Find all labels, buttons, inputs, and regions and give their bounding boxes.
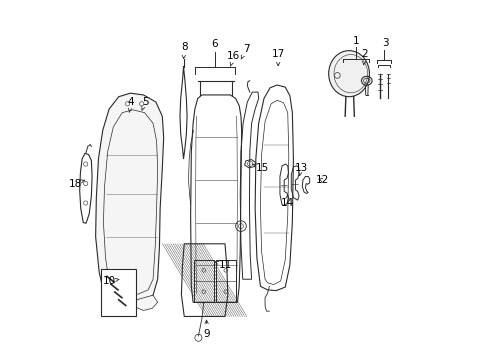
Text: 8: 8 [181,42,187,59]
Bar [216,260,235,302]
Polygon shape [136,295,157,310]
Polygon shape [96,93,163,300]
Text: 17: 17 [271,49,284,66]
Text: 7: 7 [241,44,249,59]
Text: 11: 11 [215,260,231,270]
Text: 2: 2 [361,49,367,65]
Text: 4: 4 [127,97,134,113]
Text: 5: 5 [142,97,148,110]
Text: 10: 10 [102,276,119,286]
Text: 16: 16 [227,51,240,66]
Bar [194,260,213,302]
Text: 12: 12 [315,175,328,185]
Text: 3: 3 [382,38,388,48]
Text: 15: 15 [252,163,268,172]
Text: 13: 13 [294,163,307,176]
Ellipse shape [328,51,369,97]
Text: 6: 6 [211,39,218,49]
Text: 14: 14 [280,195,293,208]
Text: 1: 1 [352,36,359,46]
Bar [101,269,136,316]
Text: 9: 9 [203,320,209,339]
Text: 18: 18 [68,179,84,189]
